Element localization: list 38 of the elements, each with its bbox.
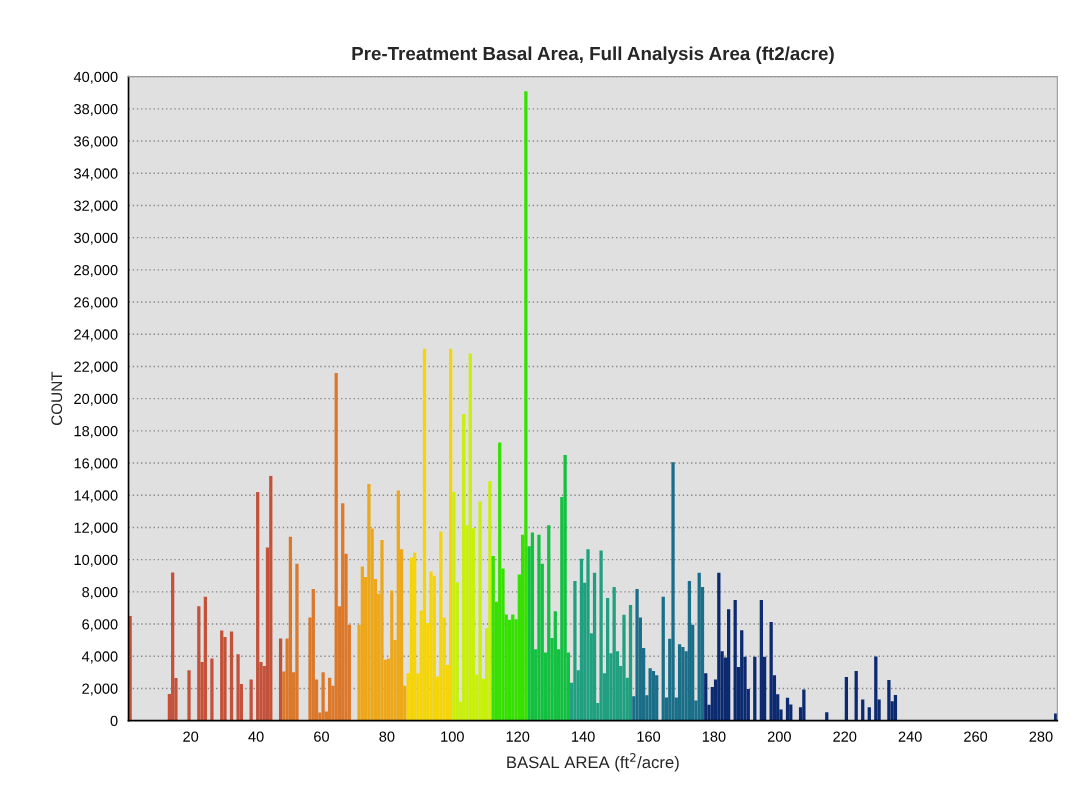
y-tick-label: 18,000 bbox=[74, 425, 118, 439]
x-tick-label: 220 bbox=[833, 731, 857, 742]
y-tick-label: 20,000 bbox=[74, 393, 118, 406]
y-tick-label: 4,000 bbox=[81, 651, 118, 664]
y-tick-label: 36,000 bbox=[74, 136, 118, 149]
x-tick-label: 60 bbox=[314, 731, 330, 742]
y-tick-label: 28,000 bbox=[74, 264, 118, 278]
x-tick-label: 20 bbox=[183, 731, 199, 742]
x-tick-label: 100 bbox=[441, 731, 464, 742]
y-tick-label: 32,000 bbox=[74, 200, 118, 213]
chart-title: Pre-Treatment Basal Area, Full Analysis Area (ft2/acre) bbox=[352, 46, 834, 64]
y-tick-label: 22,000 bbox=[74, 361, 118, 374]
x-tick-label: 40 bbox=[248, 731, 264, 742]
x-tick-label: 140 bbox=[572, 731, 595, 742]
y-tick-label: 2,000 bbox=[82, 683, 118, 696]
x-tick-label: 120 bbox=[506, 731, 530, 742]
x-tick-label: 280 bbox=[1029, 731, 1053, 742]
y-tick-label: 14,000 bbox=[74, 490, 118, 503]
x-tick-label: 200 bbox=[767, 731, 791, 742]
y-tick-label: 8,000 bbox=[82, 586, 118, 599]
y-tick-label: 40,000 bbox=[73, 71, 118, 84]
x-tick-label: 180 bbox=[702, 731, 726, 742]
y-tick-label: 10,000 bbox=[74, 554, 118, 567]
y-tick-label: 16,000 bbox=[74, 458, 118, 471]
y-tick-label: 24,000 bbox=[74, 329, 118, 342]
x-tick-label: 240 bbox=[898, 731, 922, 742]
y-axis-title: COUNT bbox=[51, 371, 63, 426]
y-tick-label: 38,000 bbox=[74, 103, 118, 117]
y-tick-label: 0 bbox=[110, 715, 118, 727]
x-tick-label: 160 bbox=[637, 731, 661, 742]
x-tick-label: 80 bbox=[379, 731, 395, 742]
y-tick-label: 34,000 bbox=[74, 168, 118, 181]
x-axis-title: BASAL AREA (ft$^{2}$/acre) bbox=[507, 753, 679, 772]
y-tick-label: 30,000 bbox=[74, 232, 118, 245]
y-tick-label: 26,000 bbox=[74, 297, 118, 310]
y-tick-label: 12,000 bbox=[74, 522, 118, 535]
x-tick-label: 260 bbox=[964, 731, 988, 742]
y-tick-label: 6,000 bbox=[82, 619, 118, 632]
